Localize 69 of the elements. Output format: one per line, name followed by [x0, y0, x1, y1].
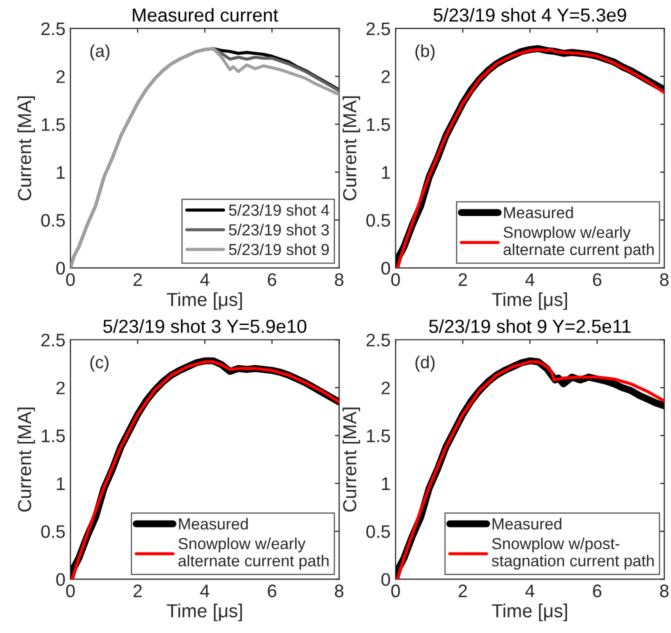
y-axis-title: Current [MA]: [342, 408, 360, 512]
x-tick-label: 2: [134, 584, 142, 598]
y-tick-label: 0.5: [41, 214, 65, 227]
x-tick-label: 8: [334, 584, 344, 598]
y-tick-label: 0: [56, 573, 65, 586]
y-tick-label: 0: [381, 573, 390, 586]
y-tick-label: 2.5: [366, 334, 390, 346]
y-tick-label: 0.5: [366, 525, 390, 538]
y-tick-label: 0.5: [41, 525, 65, 538]
y-tick-label: 2.5: [41, 22, 65, 36]
legend-label: 5/23/19 shot 9: [228, 243, 329, 256]
y-tick-label: 1: [56, 166, 65, 179]
y-tick-label: 1: [56, 478, 65, 490]
x-tick-label: 0: [391, 273, 400, 286]
y-tick-label: 1.5: [42, 430, 65, 442]
x-axis-title: Time [μs]: [166, 292, 242, 310]
y-axis-title: Current [MA]: [342, 96, 360, 200]
chart-title: 5/23/19 shot 4 Y=5.3e9: [434, 8, 626, 22]
y-tick-label: 0.5: [366, 214, 390, 227]
x-tick-label: 6: [593, 584, 602, 598]
annotation: (c): [90, 356, 108, 372]
legend-label: Measured: [179, 518, 248, 530]
y-tick-label: 1: [382, 478, 390, 490]
x-axis-title: Time [μs]: [492, 292, 567, 310]
y-axis-title: Current [MA]: [17, 408, 35, 512]
x-tick-label: 0: [391, 584, 400, 598]
x-tick-label: 2: [458, 584, 467, 598]
y-axis-title: Current [MA]: [17, 96, 35, 200]
x-tick-label: 6: [268, 273, 276, 286]
legend-label: Snowplow w/early alternate current path: [178, 538, 329, 570]
x-tick-label: 8: [660, 273, 669, 286]
y-tick-label: 2: [382, 70, 390, 83]
x-tick-label: 0: [66, 584, 75, 598]
annotation: (b): [415, 44, 435, 61]
x-tick-label: 2: [134, 273, 142, 286]
x-axis-title: Time [μs]: [492, 604, 567, 622]
x-tick-label: 0: [66, 273, 75, 286]
x-tick-label: 4: [200, 584, 210, 598]
x-tick-label: 4: [525, 584, 534, 598]
y-tick-label: 2: [56, 70, 65, 83]
y-tick-label: 1.5: [367, 430, 390, 442]
y-tick-label: 2.5: [366, 22, 390, 36]
y-tick-label: 1: [382, 166, 390, 179]
x-tick-label: 8: [334, 273, 344, 286]
annotation: (a): [90, 44, 110, 61]
x-tick-label: 6: [268, 584, 276, 598]
x-tick-label: 2: [458, 273, 467, 286]
annotation: (d): [415, 356, 435, 372]
y-tick-label: 2: [56, 382, 65, 394]
legend-label: 5/23/19 shot 3: [228, 224, 329, 236]
y-tick-label: 0: [56, 262, 65, 275]
y-tick-label: 1.5: [42, 118, 65, 131]
x-tick-label: 8: [660, 584, 669, 598]
legend-label: Snowplow w/post- stagnation current path: [492, 538, 654, 570]
x-tick-label: 4: [525, 273, 534, 286]
y-tick-label: 2: [382, 382, 390, 394]
legend-label: Measured: [492, 518, 562, 530]
chart-title: Measured current: [132, 8, 278, 22]
x-axis-title: Time [μs]: [166, 604, 242, 622]
y-tick-label: 1.5: [367, 118, 390, 131]
y-tick-label: 2.5: [41, 334, 65, 346]
x-tick-label: 4: [200, 273, 210, 286]
legend-label: Snowplow w/early alternate current path: [504, 226, 654, 258]
x-tick-label: 6: [593, 273, 602, 286]
legend-label: 5/23/19 shot 4: [228, 204, 330, 216]
legend-label: Measured: [504, 206, 573, 218]
y-tick-label: 0: [381, 262, 390, 275]
chart-title: 5/23/19 shot 9 Y=2.5e11: [429, 319, 631, 333]
chart-title: 5/23/19 shot 3 Y=5.9e10: [103, 319, 306, 333]
